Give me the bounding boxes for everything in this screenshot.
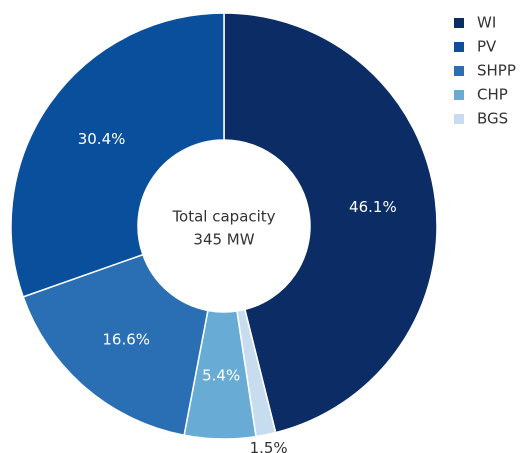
donut-slice (10, 12, 225, 298)
center-label: 345 MW (193, 231, 254, 249)
legend-swatch (454, 90, 464, 100)
legend-label: SHPP (477, 62, 516, 80)
data-label: 30.4% (78, 130, 126, 148)
legend-label: PV (477, 38, 497, 56)
data-label: 46.1% (349, 198, 397, 216)
legend-swatch (454, 114, 464, 124)
legend-label: BGS (477, 110, 508, 128)
data-label: 16.6% (102, 330, 150, 348)
legend-label: WI (477, 14, 496, 32)
donut-slice (22, 253, 209, 437)
donut-slice (223, 12, 438, 434)
legend-swatch (454, 66, 464, 76)
legend-label: CHP (477, 86, 508, 104)
center-label: Total capacity (171, 208, 275, 226)
legend-swatch (454, 18, 464, 28)
data-label: 1.5% (250, 439, 288, 453)
data-label: 5.4% (202, 366, 240, 384)
legend-swatch (454, 42, 464, 52)
